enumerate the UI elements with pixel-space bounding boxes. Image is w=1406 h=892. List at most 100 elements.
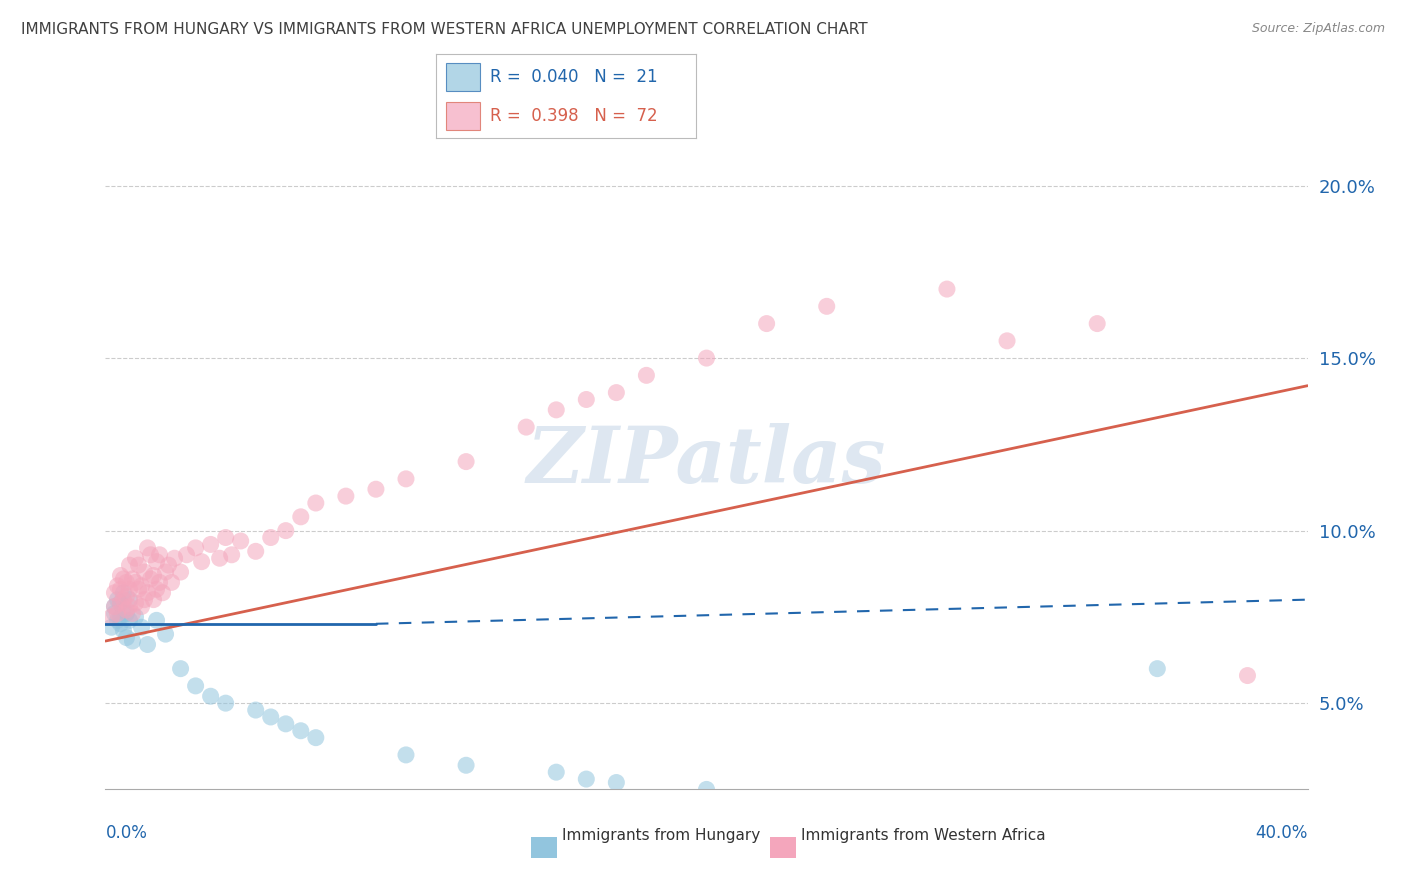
Point [148, 575, 170, 590]
Text: R =  0.398   N =  72: R = 0.398 N = 72 [491, 107, 658, 125]
Point [157, 558, 180, 573]
Point [112, 624, 135, 638]
Point [454, 455, 477, 469]
Point [100, 620, 122, 634]
Point [110, 596, 132, 610]
Text: Immigrants from Hungary: Immigrants from Hungary [562, 828, 761, 843]
Point [208, 551, 231, 566]
Point [364, 482, 387, 496]
Bar [446, 62, 479, 91]
Point [128, 558, 150, 573]
Point [274, 524, 297, 538]
Point [755, 317, 778, 331]
Text: Immigrants from Western Africa: Immigrants from Western Africa [801, 828, 1046, 843]
Point [112, 592, 135, 607]
Point [305, 496, 328, 510]
Point [139, 572, 162, 586]
Point [274, 717, 297, 731]
Point [107, 607, 129, 621]
Point [995, 334, 1018, 348]
Text: ZIPatlas: ZIPatlas [527, 424, 886, 500]
Point [112, 603, 135, 617]
Point [200, 690, 222, 704]
Point [124, 551, 146, 566]
Point [145, 555, 167, 569]
Point [148, 548, 170, 562]
Point [115, 589, 138, 603]
Point [124, 575, 146, 590]
Point [696, 351, 718, 365]
Text: R =  0.040   N =  21: R = 0.040 N = 21 [491, 68, 658, 86]
Point [107, 613, 129, 627]
Point [176, 548, 198, 562]
Point [136, 586, 159, 600]
Point [546, 402, 568, 417]
Point [128, 582, 150, 597]
Point [155, 627, 177, 641]
Point [696, 782, 718, 797]
Point [131, 579, 153, 593]
Point [163, 551, 186, 566]
Point [229, 533, 252, 548]
Point [110, 568, 132, 582]
Point [145, 582, 167, 597]
Point [118, 613, 141, 627]
Point [131, 599, 153, 614]
Point [139, 548, 162, 562]
Point [221, 548, 243, 562]
Point [395, 747, 418, 762]
Point [575, 392, 598, 407]
Point [152, 586, 174, 600]
Point [515, 420, 537, 434]
Point [110, 610, 132, 624]
Point [118, 558, 141, 573]
Point [155, 565, 177, 579]
Point [575, 772, 598, 786]
Point [169, 662, 191, 676]
Point [121, 634, 143, 648]
Point [107, 592, 129, 607]
Point [142, 592, 165, 607]
Point [636, 368, 658, 383]
Point [115, 575, 138, 590]
Point [131, 620, 153, 634]
Point [121, 607, 143, 621]
Point [124, 610, 146, 624]
Point [134, 592, 156, 607]
Point [214, 696, 236, 710]
Point [546, 765, 568, 780]
Point [1085, 317, 1108, 331]
Point [305, 731, 328, 745]
Point [936, 282, 959, 296]
Point [110, 616, 132, 631]
Point [121, 572, 143, 586]
Point [605, 385, 627, 400]
Point [103, 599, 125, 614]
Point [112, 572, 135, 586]
Point [184, 541, 207, 555]
Point [103, 586, 125, 600]
Point [118, 582, 141, 597]
Point [112, 586, 135, 600]
Point [190, 555, 212, 569]
Point [110, 596, 132, 610]
Point [815, 299, 838, 313]
Point [605, 775, 627, 789]
Point [142, 568, 165, 582]
Point [214, 531, 236, 545]
Point [1146, 662, 1168, 676]
Point [107, 579, 129, 593]
Text: IMMIGRANTS FROM HUNGARY VS IMMIGRANTS FROM WESTERN AFRICA UNEMPLOYMENT CORRELATI: IMMIGRANTS FROM HUNGARY VS IMMIGRANTS FR… [21, 22, 868, 37]
Point [118, 599, 141, 614]
Point [290, 723, 312, 738]
Point [335, 489, 357, 503]
Point [290, 509, 312, 524]
Point [103, 599, 125, 614]
Point [245, 703, 267, 717]
Point [169, 565, 191, 579]
Point [100, 610, 122, 624]
Text: 0.0%: 0.0% [105, 824, 148, 842]
Point [136, 638, 159, 652]
Text: 40.0%: 40.0% [1256, 824, 1308, 842]
Point [134, 565, 156, 579]
